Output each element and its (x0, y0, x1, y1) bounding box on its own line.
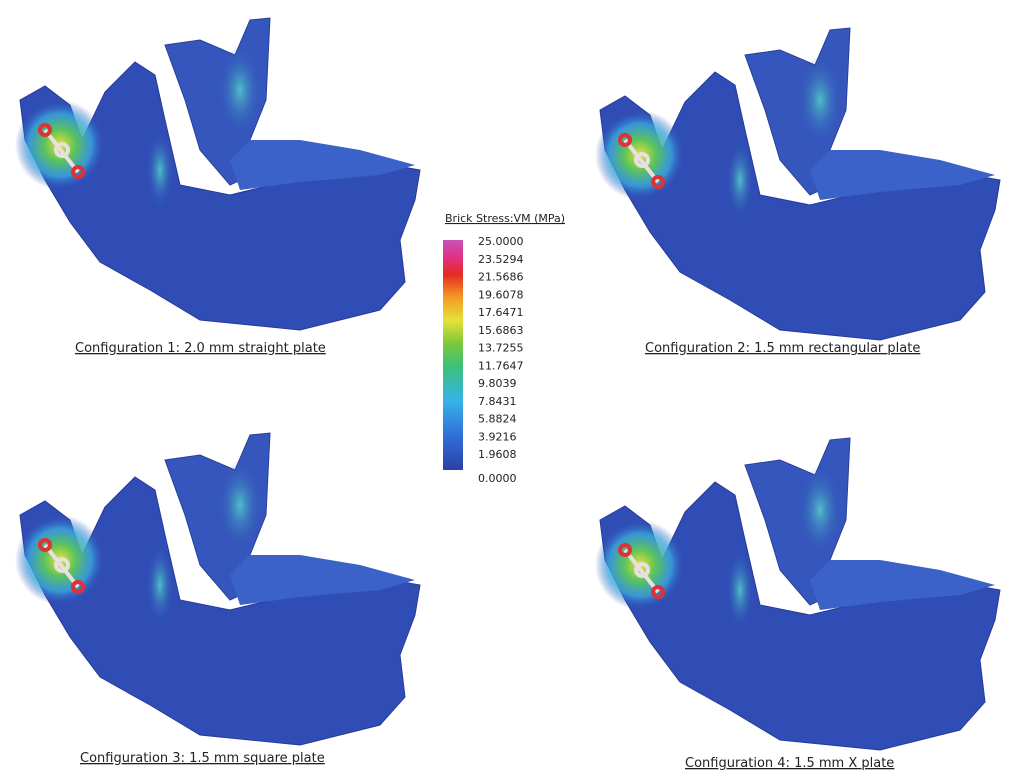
figure: Brick Stress:VM (MPa) 25.0000 23.5294 21.5… (0, 0, 1021, 772)
caption: Configuration 2: 1.5 mm rectangular plat… (645, 341, 920, 356)
caption: Configuration 4: 1.5 mm X plate (685, 756, 894, 771)
legend-label: 19.6078 (478, 288, 524, 301)
mandible-render (595, 438, 1000, 750)
caption: Configuration 3: 1.5 mm square plate (80, 751, 325, 766)
legend-label: 5.8824 (478, 413, 517, 426)
legend-label: 1.9608 (478, 448, 517, 461)
legend-label: 25.0000 (478, 235, 524, 248)
legend-label: 21.5686 (478, 271, 524, 284)
legend-label: 9.8039 (478, 377, 517, 390)
legend-label: 3.9216 (478, 430, 517, 443)
mandible-render (15, 433, 420, 745)
legend-label: 11.7647 (478, 359, 524, 372)
legend-label: 13.7255 (478, 342, 524, 355)
legend-label: 17.6471 (478, 306, 524, 319)
caption: Configuration 1: 2.0 mm straight plate (75, 341, 326, 356)
mandible-render (595, 28, 1000, 340)
legend-title: Brick Stress:VM (MPa) (445, 212, 565, 225)
legend-label: 23.5294 (478, 253, 524, 266)
color-bar (443, 240, 463, 470)
legend-label: 0.0000 (478, 472, 517, 485)
legend-label: 7.8431 (478, 395, 517, 408)
legend-label: 15.6863 (478, 324, 524, 337)
mandible-render (15, 18, 420, 330)
